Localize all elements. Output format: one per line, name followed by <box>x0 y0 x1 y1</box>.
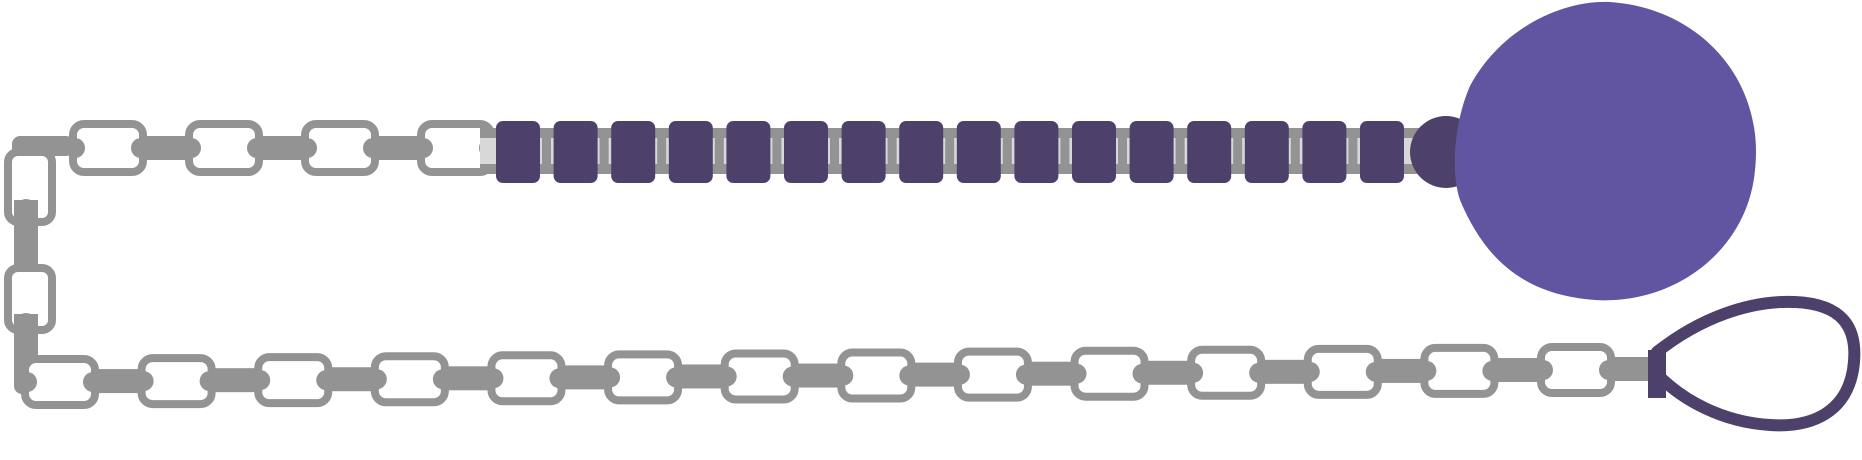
sleeve-gap <box>1233 130 1243 174</box>
loop-ring <box>1651 295 1861 432</box>
link-knob-left <box>1299 361 1320 382</box>
link-knob-left <box>1533 360 1553 380</box>
sleeve-gap <box>772 130 782 174</box>
lower-link <box>250 353 337 408</box>
link-knob-left <box>250 370 271 391</box>
sleeve-gap <box>542 130 551 174</box>
sleeve-block <box>1014 121 1059 183</box>
sleeve-blocks <box>496 121 1404 183</box>
sleeve-block <box>1072 121 1116 183</box>
lower-link <box>949 347 1036 402</box>
vertical-knob <box>15 313 37 335</box>
upper-link <box>297 120 383 176</box>
link-knob-left <box>1416 360 1437 381</box>
sleeve-block <box>553 121 598 183</box>
lower-link <box>366 352 453 407</box>
link-knob-left <box>297 138 317 158</box>
sleeve-block <box>956 121 1001 183</box>
link-knob-left <box>413 138 433 158</box>
upper-link <box>181 120 267 176</box>
sleeve-gap <box>1002 130 1012 174</box>
sleeve-gap <box>714 130 724 174</box>
lower-link <box>17 355 103 409</box>
end-loop <box>1648 295 1861 432</box>
sleeve-gap <box>1348 130 1358 174</box>
link-knob-left <box>1183 362 1204 383</box>
upper-link <box>65 120 151 176</box>
link-knob-left <box>483 368 504 389</box>
link-knob-left <box>133 371 154 392</box>
ball-weight <box>1410 1 1757 301</box>
sleeve-block <box>784 121 828 183</box>
sleeve-gap <box>1118 130 1127 174</box>
sleeve-gap <box>599 130 609 174</box>
sleeve-block <box>611 121 656 183</box>
vertical-knob <box>15 199 37 221</box>
lower-link <box>1066 346 1153 401</box>
sleeve-gap <box>657 130 667 174</box>
sleeve-block <box>1360 121 1404 183</box>
sleeve-block <box>899 121 944 183</box>
sleeve-block <box>668 121 713 183</box>
lower-link <box>483 351 570 406</box>
sleeve-gap <box>1060 130 1070 174</box>
sleeve-block <box>496 121 540 183</box>
sleeve-block <box>726 121 771 183</box>
lower-link <box>1416 343 1503 398</box>
lower-link <box>833 348 920 403</box>
lower-link <box>1533 343 1619 397</box>
lower-link <box>600 350 687 405</box>
sleeve-gap <box>945 130 955 174</box>
lower-link <box>716 349 803 404</box>
sleeve-gap <box>830 130 839 174</box>
link-knob-left <box>833 365 854 386</box>
sleeve-block <box>1244 121 1289 183</box>
sleeve-gap <box>887 130 897 174</box>
link-knob-left <box>65 138 85 158</box>
lower-chain <box>17 343 1650 409</box>
link-knob-left <box>181 138 201 158</box>
sleeve-gap <box>1175 130 1185 174</box>
sleeve-block <box>1187 121 1232 183</box>
link-knob-left <box>17 372 37 392</box>
lower-link <box>1183 345 1270 400</box>
sleeve-block <box>1302 121 1347 183</box>
link-knob-left <box>366 369 387 390</box>
link-knob-left <box>716 366 737 387</box>
link-knob-left <box>600 367 621 388</box>
lower-connector <box>1611 357 1650 381</box>
sleeve-block <box>841 121 886 183</box>
ball-body <box>1454 1 1757 301</box>
link-knob-left <box>1066 363 1087 384</box>
sleeve-block <box>1129 121 1174 183</box>
sleeve-gap <box>1290 130 1300 174</box>
link-knob-left <box>949 364 970 385</box>
lower-link <box>133 354 220 409</box>
lower-link <box>1299 344 1386 399</box>
